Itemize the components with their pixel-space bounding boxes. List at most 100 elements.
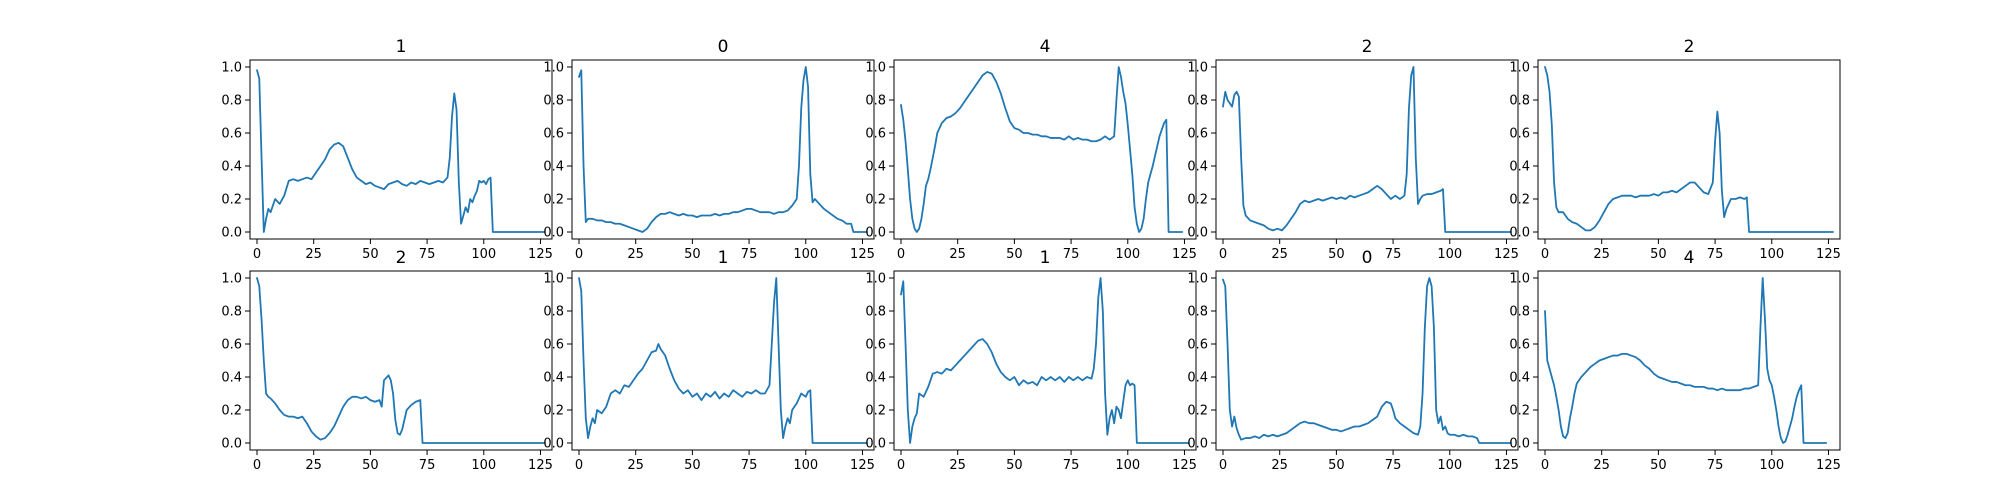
x-tick-label: 50	[684, 247, 701, 262]
x-tick-label: 25	[627, 247, 644, 262]
y-tick-label: 1.0	[865, 61, 886, 76]
x-tick-label: 0	[1541, 458, 1549, 473]
x-tick-label: 25	[1593, 247, 1610, 262]
series-line	[578, 277, 868, 444]
x-tick-label: 100	[471, 458, 496, 473]
y-tick-label: 1.0	[865, 272, 886, 287]
x-tick-label: 75	[741, 247, 758, 262]
x-tick-label: 75	[1385, 247, 1402, 262]
x-tick-label: 50	[1328, 458, 1345, 473]
x-tick-label: 100	[471, 247, 496, 262]
x-tick-label: 25	[1593, 458, 1610, 473]
x-tick-label: 50	[1650, 458, 1667, 473]
x-tick-label: 50	[1006, 247, 1023, 262]
y-tick-label: 0.8	[543, 94, 564, 109]
y-tick-label: 0.4	[221, 371, 242, 386]
subplot-title: 4	[1684, 248, 1695, 268]
y-tick-label: 0.0	[865, 437, 886, 452]
y-tick-label: 0.0	[1187, 226, 1208, 241]
axes-frame	[893, 270, 1197, 451]
y-tick-label: 0.0	[865, 226, 886, 241]
x-tick-label: 25	[1271, 247, 1288, 262]
subplot-title: 2	[1362, 37, 1373, 57]
subplot-title: 0	[1362, 248, 1373, 268]
subplot-9: 0 0 25 50 75 100 125 0.0 0.2 0.4 0.6 0.8 1.0	[1187, 248, 1519, 473]
y-tick-label: 0.2	[1509, 404, 1530, 419]
axes-frame	[1215, 270, 1519, 451]
y-tick-label: 0.4	[1187, 371, 1208, 386]
x-tick-label: 125	[1494, 247, 1519, 262]
x-tick-label: 0	[897, 247, 905, 262]
x-tick-label: 0	[253, 247, 261, 262]
subplot-10: 4 0 25 50 75 100 125 0.0 0.2 0.4 0.6 0.8 1.0	[1509, 248, 1841, 473]
x-tick-label: 75	[419, 247, 436, 262]
subplot-title: 2	[1684, 37, 1695, 57]
y-tick-label: 1.0	[1509, 272, 1530, 287]
x-tick-label: 25	[305, 247, 322, 262]
subplot-2: 0 0 25 50 75 100 125 0.0 0.2 0.4 0.6 0.8 1.0	[543, 37, 875, 262]
x-tick-label: 50	[362, 247, 379, 262]
x-tick-label: 0	[897, 458, 905, 473]
x-tick-label: 50	[1328, 247, 1345, 262]
x-tick-label: 125	[1816, 458, 1841, 473]
x-tick-label: 75	[419, 458, 436, 473]
x-tick-label: 25	[305, 458, 322, 473]
x-tick-label: 0	[1219, 458, 1227, 473]
x-tick-label: 100	[1115, 247, 1140, 262]
y-tick-label: 0.0	[1509, 437, 1530, 452]
x-tick-label: 125	[1816, 247, 1841, 262]
x-tick-label: 0	[575, 458, 583, 473]
y-tick-label: 0.8	[1509, 94, 1530, 109]
x-tick-label: 125	[528, 458, 553, 473]
subplot-4: 2 0 25 50 75 100 125 0.0 0.2 0.4 0.6 0.8 1.0	[1187, 37, 1519, 262]
y-tick-label: 0.4	[1509, 371, 1530, 386]
y-tick-label: 0.8	[865, 94, 886, 109]
subplot-title: 1	[396, 37, 407, 57]
x-tick-label: 75	[1707, 458, 1724, 473]
x-tick-label: 100	[1115, 458, 1140, 473]
series-line	[1544, 66, 1834, 233]
subplot-8: 1 0 25 50 75 100 125 0.0 0.2 0.4 0.6 0.8 1.0	[865, 248, 1197, 473]
y-tick-label: 0.2	[221, 404, 242, 419]
x-tick-label: 125	[528, 247, 553, 262]
y-tick-label: 0.6	[1187, 127, 1208, 142]
x-tick-label: 0	[1541, 247, 1549, 262]
x-tick-label: 125	[1172, 458, 1197, 473]
y-tick-label: 0.8	[221, 305, 242, 320]
y-tick-label: 0.0	[221, 437, 242, 452]
y-tick-label: 0.2	[1187, 193, 1208, 208]
subplot-title: 0	[718, 37, 729, 57]
y-tick-label: 0.6	[543, 127, 564, 142]
y-tick-label: 0.4	[543, 160, 564, 175]
series-line	[900, 277, 1190, 444]
x-tick-label: 100	[793, 247, 818, 262]
y-tick-label: 0.8	[865, 305, 886, 320]
y-tick-label: 0.6	[1509, 127, 1530, 142]
x-tick-label: 0	[575, 247, 583, 262]
y-tick-label: 1.0	[543, 61, 564, 76]
axes-frame	[1537, 270, 1841, 451]
y-tick-label: 0.2	[543, 404, 564, 419]
subplot-title: 2	[396, 248, 407, 268]
x-tick-label: 50	[1650, 247, 1667, 262]
y-tick-label: 1.0	[1187, 272, 1208, 287]
y-tick-label: 0.8	[543, 305, 564, 320]
x-tick-label: 50	[362, 458, 379, 473]
y-tick-label: 0.8	[1187, 305, 1208, 320]
x-tick-label: 75	[1063, 458, 1080, 473]
x-tick-label: 50	[1006, 458, 1023, 473]
x-tick-label: 100	[1437, 458, 1462, 473]
x-tick-label: 25	[949, 247, 966, 262]
subplot-3: 4 0 25 50 75 100 125 0.0 0.2 0.4 0.6 0.8 1.0	[865, 37, 1197, 262]
y-tick-label: 1.0	[1187, 61, 1208, 76]
axes-frame	[249, 59, 553, 240]
y-tick-label: 0.0	[1187, 437, 1208, 452]
y-tick-label: 0.0	[543, 437, 564, 452]
y-tick-label: 0.2	[221, 193, 242, 208]
x-tick-label: 125	[850, 458, 875, 473]
x-tick-label: 100	[1759, 458, 1784, 473]
x-tick-label: 125	[1494, 458, 1519, 473]
y-tick-label: 0.6	[221, 127, 242, 142]
x-tick-label: 75	[1707, 247, 1724, 262]
series-line	[256, 69, 546, 233]
